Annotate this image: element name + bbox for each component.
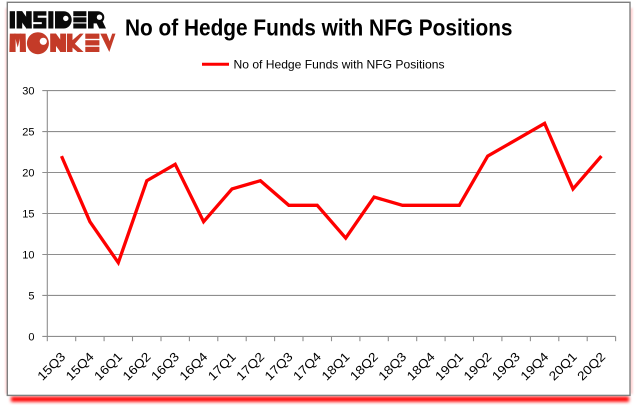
svg-text:No of Hedge Funds with NFG Pos: No of Hedge Funds with NFG Positions	[234, 58, 445, 72]
svg-text:25: 25	[22, 127, 34, 139]
svg-text:No of Hedge Funds with NFG Pos: No of Hedge Funds with NFG Positions	[125, 15, 513, 41]
svg-text:0: 0	[28, 331, 34, 343]
svg-text:5: 5	[28, 290, 34, 302]
svg-text:10: 10	[22, 250, 34, 262]
svg-text:20: 20	[22, 168, 34, 180]
svg-text:15: 15	[22, 209, 34, 221]
svg-text:30: 30	[22, 86, 34, 98]
